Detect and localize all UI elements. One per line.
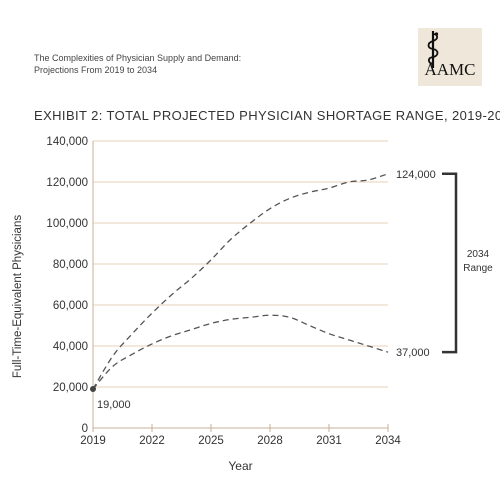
y-axis-title: Full-Time-Equivalent Physicians [12,215,24,378]
annotation-lower-2034: 37,000 [396,347,430,359]
grid-layer [93,140,388,388]
start-point-marker [90,386,96,393]
chart-title: EXHIBIT 2: TOTAL PROJECTED PHYSICIAN SHO… [34,108,500,123]
x-tick-label: 2019 [80,435,106,447]
y-tick-label: 40,000 [53,341,88,353]
x-tick-label: 2025 [198,435,224,447]
annotation-start-value: 19,000 [97,399,131,411]
x-axis-title: Year [228,459,252,473]
x-tick-label: 2034 [375,435,401,447]
annotation-upper-2034: 124,000 [396,169,436,181]
aamc-logo: AAMC [418,28,482,86]
y-tick-label: 120,000 [46,177,88,189]
x-tick-label: 2022 [139,435,165,447]
y-tick-label: 100,000 [46,218,88,230]
logo-text: AAMC [424,60,476,79]
series-line-lower [92,314,389,390]
y-tick-label: 140,000 [46,136,88,148]
series-line-upper [92,173,389,390]
report-title: The Complexities of Physician Supply and… [34,52,334,76]
y-tick-label: 60,000 [53,300,88,312]
label-layer: 0 20,000 40,000 60,000 80,000 100,000 120,000 1… [12,136,493,473]
y-tick-label: 80,000 [53,259,88,271]
x-tick-label: 2028 [257,435,283,447]
range-label-line1: 2034 [467,249,490,260]
range-bracket [442,172,458,354]
y-tick-label: 0 [82,423,88,435]
series-layer [90,172,458,393]
x-tick-label: 2031 [316,435,342,447]
report-title-line2: Projections From 2019 to 2034 [34,65,158,75]
report-title-line1: The Complexities of Physician Supply and… [34,53,242,63]
range-label-line2: Range [463,263,493,274]
y-tick-label: 20,000 [53,382,88,394]
axis-layer [92,141,389,432]
staff-of-asclepius-icon [427,31,439,68]
